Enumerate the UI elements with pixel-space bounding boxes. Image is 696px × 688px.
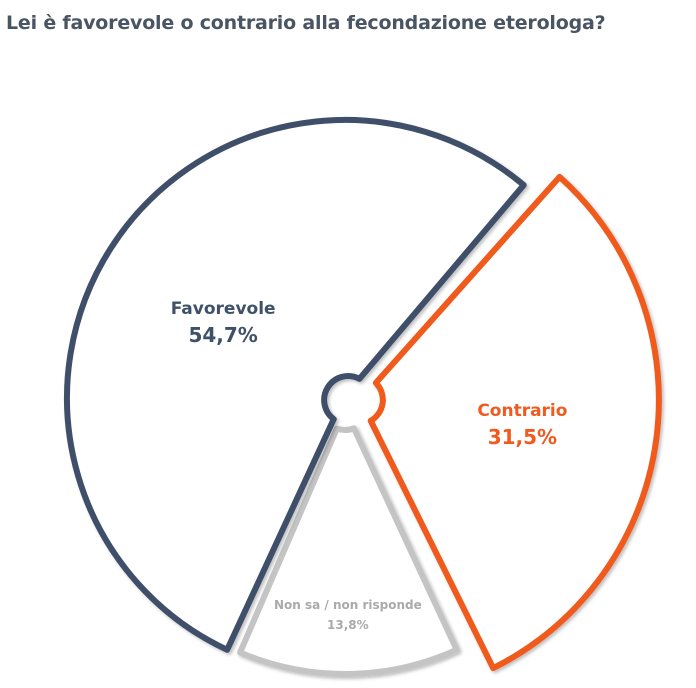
slice-category-label: Contrario	[477, 401, 567, 421]
slice-value-label: 54,7%	[188, 323, 257, 347]
chart-title: Lei è favorevole o contrario alla fecond…	[6, 12, 606, 34]
pie-slice-contrario	[367, 173, 662, 672]
slice-category-label: Non sa / non risponde	[274, 598, 422, 612]
slice-value-label: 31,5%	[488, 425, 557, 449]
slice-value-label: 13,8%	[327, 618, 369, 632]
pie-slice-non-sa-non-risponde	[237, 425, 460, 677]
pie-slice-favorevole	[63, 117, 527, 653]
slice-category-label: Favorevole	[171, 299, 276, 319]
